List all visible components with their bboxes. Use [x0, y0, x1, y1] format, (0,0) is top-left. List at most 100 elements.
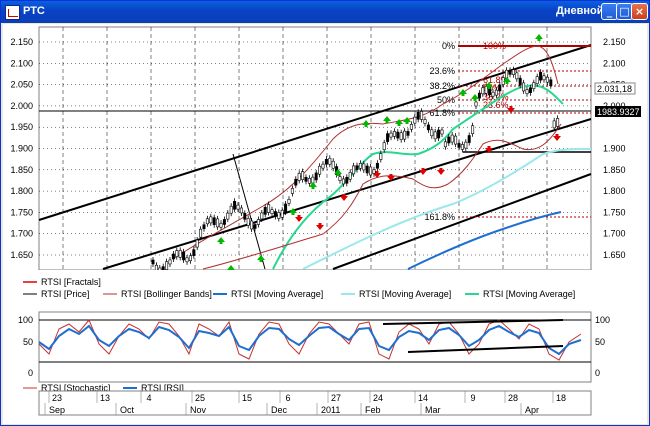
- candle-body: [440, 129, 444, 135]
- candle-body: [437, 129, 441, 139]
- candle-body: [382, 142, 386, 151]
- timeframe-label: Дневной: [556, 5, 604, 17]
- candle-body: [484, 85, 488, 94]
- candle-body: [175, 250, 179, 257]
- price-label-left: 2.000: [10, 101, 33, 111]
- fractal-down-marker: [437, 168, 445, 175]
- trend-channel: [38, 44, 592, 270]
- price-value-tags: 2.031,18 1983.9327: [594, 82, 641, 117]
- price-label-left: 1.750: [10, 207, 33, 217]
- candle-body: [532, 82, 536, 89]
- candle-body: [528, 87, 532, 94]
- chart-app-icon: [5, 5, 20, 20]
- fibo-level-label: 38.2%: [429, 81, 455, 91]
- candle-body: [403, 130, 407, 140]
- fractal-down-marker: [316, 223, 324, 230]
- candle-body: [515, 72, 519, 80]
- candle-body: [188, 255, 192, 262]
- candle-body: [185, 257, 189, 263]
- legend-ma-1: RTSI [Moving Average]: [231, 289, 323, 299]
- oscillator-panel[interactable]: [38, 311, 592, 383]
- chart-canvas[interactable]: 2.150 2.100 2.050 2.000 1.950 1.900 1.850 1.800…: [3, 24, 647, 424]
- price-label-right: 1.750: [603, 207, 626, 217]
- fractal-down-marker: [419, 168, 427, 175]
- candle-body: [433, 131, 437, 140]
- price-label-right: 1.700: [603, 229, 626, 239]
- candle-body: [171, 253, 175, 260]
- price-label-left: 1.650: [10, 250, 33, 260]
- candle-body: [450, 134, 454, 143]
- maximize-icon: □: [619, 5, 630, 18]
- candle-body: [219, 222, 223, 228]
- time-day-label: 18: [556, 393, 566, 403]
- candle-body: [457, 143, 461, 148]
- fibo-secondary-label: 100%: [483, 41, 506, 51]
- fibo-secondary-label: 23.6%: [483, 100, 509, 110]
- candle-body: [399, 132, 403, 141]
- chart-area: 2.150 2.100 2.050 2.000 1.950 1.900 1.850 1.800…: [3, 24, 647, 424]
- time-day-label: 15: [242, 393, 252, 403]
- candle-body: [474, 101, 478, 107]
- candle-body: [539, 71, 543, 81]
- candle-body: [250, 220, 254, 230]
- price-label-left: 2.150: [10, 37, 33, 47]
- candle-body: [151, 259, 155, 265]
- candle-body: [522, 82, 526, 92]
- rsi-line: [38, 324, 582, 356]
- candle-body: [338, 176, 342, 181]
- price-axis-right: 2.1502.1002.0502.0001.9001.8501.8001.750…: [603, 37, 626, 260]
- candle-body: [277, 212, 281, 219]
- candle-body: [409, 124, 413, 130]
- candle-body: [226, 212, 230, 220]
- candle-body: [287, 198, 291, 204]
- candle-body: [301, 171, 305, 180]
- candle-body: [324, 158, 328, 165]
- candle-body: [416, 111, 420, 120]
- fibo-level-label: 161.8%: [424, 212, 455, 222]
- fractal-down-marker: [340, 194, 348, 201]
- candle-body: [426, 124, 430, 131]
- oscillator-axis: 100 50 0 100 50 0: [18, 315, 610, 378]
- time-day-label: 23: [52, 393, 62, 403]
- time-month-label: Feb: [365, 405, 381, 415]
- fractal-up-marker: [459, 89, 467, 96]
- time-month-label: Nov: [190, 405, 207, 415]
- candle-body: [498, 84, 502, 92]
- candle-body: [307, 177, 311, 184]
- candle-body: [341, 178, 345, 185]
- fractal-down-marker: [507, 106, 515, 113]
- candle-body: [447, 136, 451, 144]
- fractal-up-marker: [403, 117, 411, 124]
- ma-cyan-line: [302, 148, 592, 270]
- candle-body: [430, 129, 434, 137]
- candle-body: [154, 264, 158, 271]
- ma-green-line: [272, 84, 564, 270]
- candle-body: [256, 219, 260, 225]
- price-candles: [151, 66, 560, 277]
- time-day-label: 25: [195, 393, 205, 403]
- candle-body: [314, 172, 318, 181]
- candle-body: [508, 70, 512, 75]
- diagonal-thin-line: [232, 153, 266, 270]
- candle-body: [467, 135, 471, 143]
- cursor-price-tag: 1983.9327: [597, 107, 640, 117]
- candle-body: [365, 165, 369, 174]
- title-bar[interactable]: РТС Дневной _ □ ×: [1, 1, 649, 23]
- candle-body: [195, 239, 199, 248]
- candle-body: [443, 141, 447, 148]
- time-axis[interactable]: 23 13 4 25 15 6 27 24 14 9 28 18 Sep Oct Nov Dec 2011 Feb…: [38, 390, 592, 416]
- osc-label-right-0: 0: [595, 368, 600, 378]
- price-label-left: 1.700: [10, 229, 33, 239]
- candle-body: [348, 171, 352, 180]
- candle-body: [552, 120, 556, 129]
- candle-body: [239, 207, 243, 214]
- fractal-markers: [217, 34, 561, 272]
- price-label-right: 1.650: [603, 250, 626, 260]
- candle-body: [182, 251, 186, 261]
- candle-body: [294, 178, 298, 186]
- price-label-right: 1.800: [603, 186, 626, 196]
- fibo-secondary-label: 61.8%: [483, 75, 509, 85]
- candle-body: [358, 163, 362, 169]
- candle-body: [178, 250, 182, 258]
- close-button[interactable]: ×: [631, 3, 648, 20]
